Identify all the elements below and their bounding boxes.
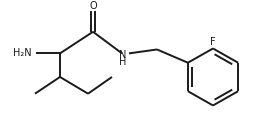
Text: N: N [119,50,127,60]
Text: F: F [210,37,216,47]
Text: O: O [89,1,97,11]
Text: H: H [119,57,127,67]
Text: H₂N: H₂N [13,48,31,58]
